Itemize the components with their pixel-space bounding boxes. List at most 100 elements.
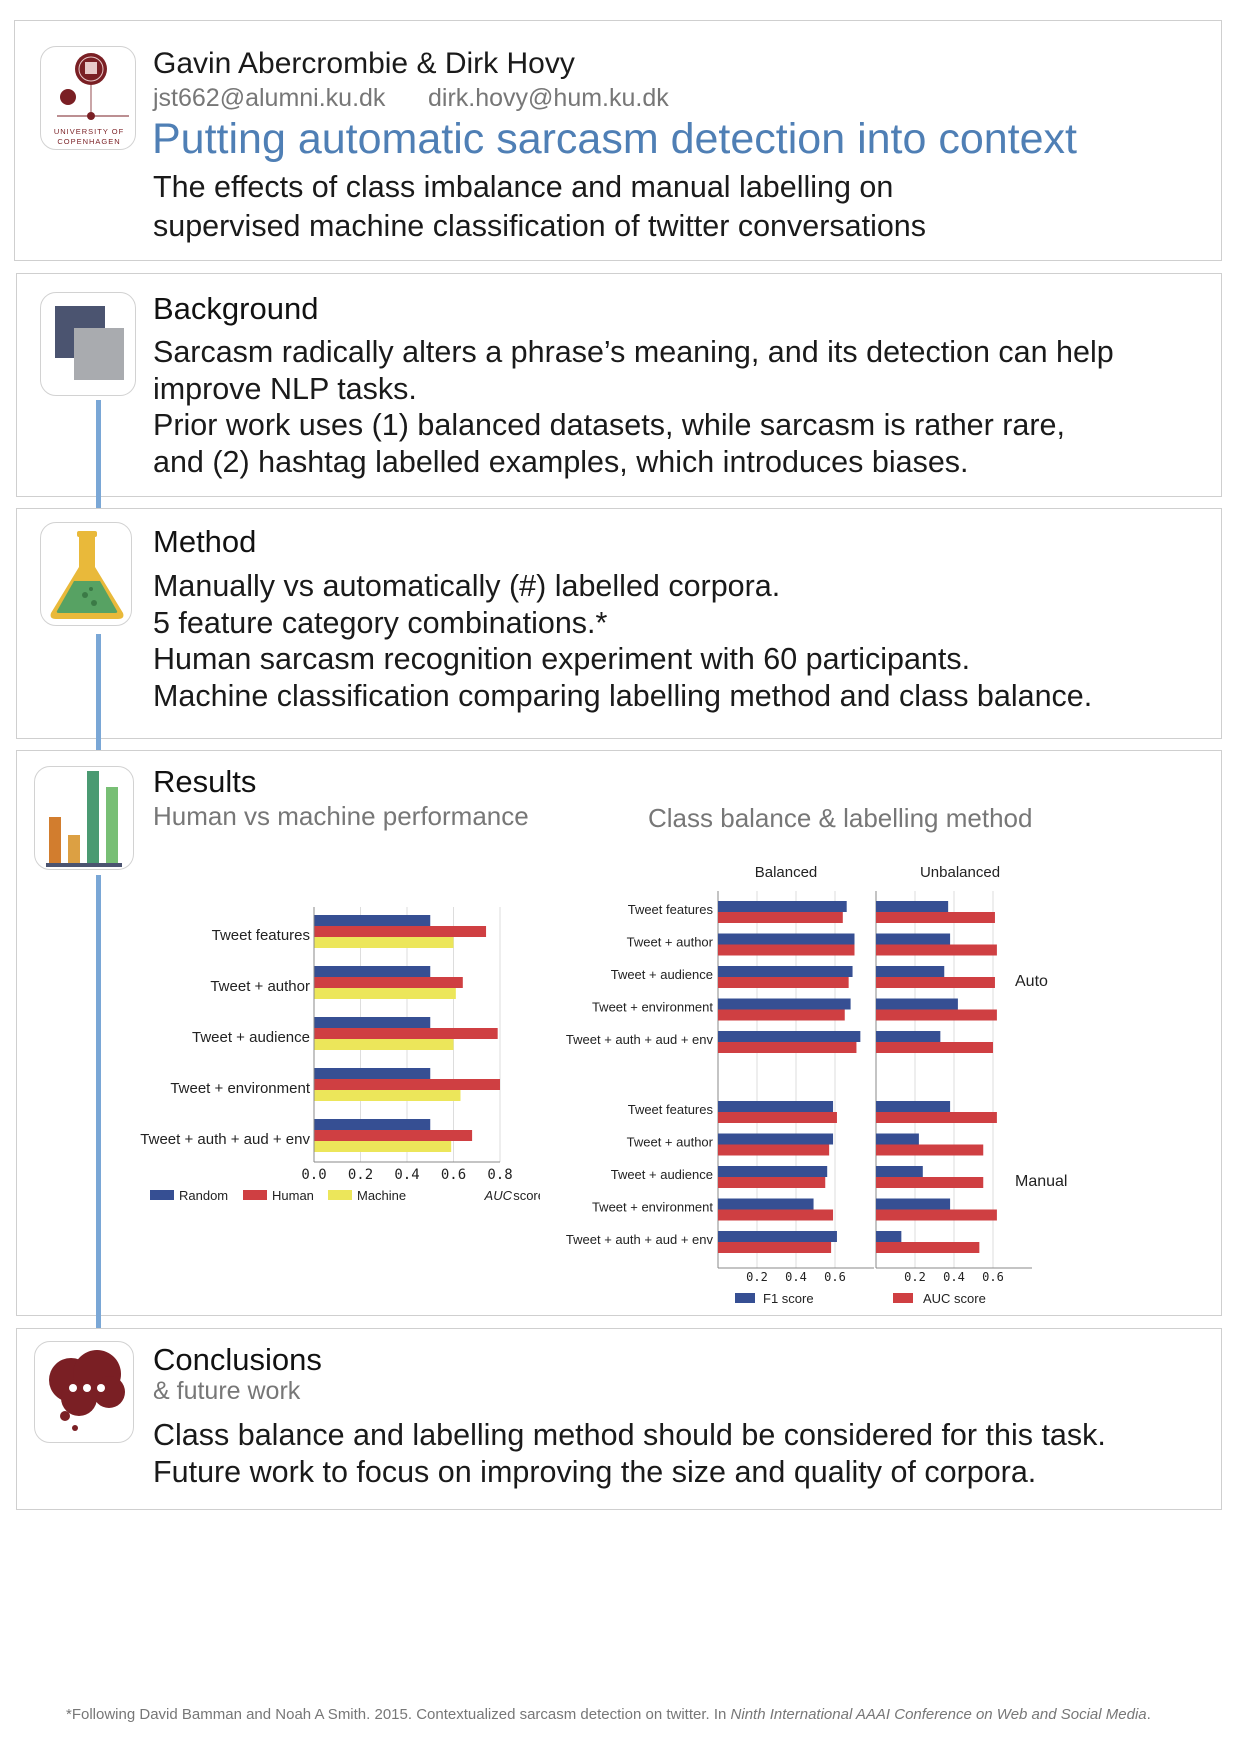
method-icon-box <box>40 522 132 626</box>
category-label: Tweet + environment <box>592 1200 713 1215</box>
bar-f1-score <box>876 1198 951 1210</box>
legend-swatch <box>893 1293 913 1303</box>
timeline-connector <box>96 400 101 518</box>
legend-label: AUC score <box>923 1291 986 1306</box>
group-label: Auto <box>1015 973 1048 990</box>
logo-text-line1: UNIVERSITY OF <box>54 127 124 136</box>
bar-auc-score <box>718 912 843 923</box>
bar-f1-score <box>718 966 853 977</box>
results-subtitle-left: Human vs machine performance <box>153 801 529 831</box>
category-label: Tweet + auth + aud + env <box>566 1032 714 1047</box>
timeline-connector <box>96 634 101 762</box>
human-vs-machine-chart: Tweet features Tweet + author Tweet + audi… <box>140 907 540 1203</box>
timeline-connector <box>96 875 101 1335</box>
bar-machine <box>314 937 454 948</box>
bar-auc-score <box>718 1112 837 1123</box>
conclusions-panel <box>16 1328 1222 1510</box>
text-line: improve NLP tasks. <box>153 371 417 406</box>
bar-f1-score <box>876 1231 902 1242</box>
column-header: Balanced <box>755 864 818 881</box>
header-panel <box>14 20 1222 261</box>
x-tick-label: 0.2 <box>746 1270 768 1284</box>
footnote-text: *Following David Bamman and Noah A Smith… <box>66 1706 731 1723</box>
bar-f1-score <box>718 1231 837 1242</box>
bar-human <box>314 1130 473 1141</box>
bar-auc-score <box>718 1209 834 1221</box>
bar-f1-score <box>876 1133 919 1145</box>
bar-auc-score <box>876 912 995 923</box>
bar-f1-score <box>718 1198 814 1210</box>
author-1: Gavin Abercrombie <box>153 47 409 80</box>
legend-swatch <box>243 1190 267 1200</box>
method-panel <box>16 508 1222 739</box>
bar-human <box>314 1079 500 1090</box>
text-line: Human sarcasm recognition experiment wit… <box>153 642 971 676</box>
x-tick-label: 0.6 <box>982 1270 1004 1284</box>
results-panel <box>16 750 1222 1316</box>
footnote-venue: Ninth International AAAI Conference on W… <box>730 1706 1147 1723</box>
text-line: Future work to focus on improving the si… <box>153 1454 1037 1489</box>
bar-f1-score <box>718 901 847 912</box>
x-tick-label: 0.8 <box>487 1167 512 1183</box>
text-line: Prior work uses (1) balanced datasets, w… <box>153 408 1065 442</box>
bar-auc-score <box>876 977 995 988</box>
bar-random <box>314 1017 431 1028</box>
x-tick-label: 0.0 <box>301 1167 326 1183</box>
text-line: 5 feature category combinations.* <box>153 605 608 640</box>
bar-machine <box>314 1090 461 1101</box>
subtitle-line: supervised machine classification of twi… <box>153 209 927 243</box>
results-title: Results <box>153 764 257 799</box>
bar-f1-score <box>718 1133 834 1145</box>
class-balance-chart: Balanced 0.2 0.4 0.6 Unbalanced 0.2 0.4 0.6 Twee… <box>566 864 1068 1306</box>
text-line: Machine classification comparing labelli… <box>153 678 1093 713</box>
legend-label: Human <box>272 1188 314 1203</box>
footnote-end: . <box>1146 1706 1151 1723</box>
legend-label: Machine <box>357 1188 406 1203</box>
conclusions-icon-box <box>34 1341 134 1443</box>
x-axis-label-suffix: score <box>513 1188 540 1203</box>
bar-auc-score <box>718 1009 845 1021</box>
x-tick-label: 0.2 <box>904 1270 926 1284</box>
thought-bubble-icon <box>49 1350 125 1431</box>
bar-auc-score <box>718 1042 857 1053</box>
x-tick-label: 0.4 <box>943 1270 965 1284</box>
bar-f1-score <box>718 1031 861 1042</box>
bar-machine <box>314 988 456 999</box>
text-line: Class balance and labelling method shoul… <box>153 1418 1106 1452</box>
conclusions-text: Class balance and labelling method shoul… <box>153 1415 1106 1492</box>
bar-f1-score <box>718 1166 828 1177</box>
bar-auc-score <box>876 1042 993 1053</box>
column-header: Unbalanced <box>920 864 1000 881</box>
bar-f1-score <box>876 998 958 1010</box>
bar-auc-score <box>718 1177 826 1188</box>
author-2: Dirk Hovy <box>444 47 575 80</box>
legend-label: Random <box>179 1188 228 1203</box>
university-logo: UNIVERSITY OF COPENHAGEN <box>40 46 136 150</box>
bar-f1-score <box>718 1101 834 1112</box>
bar-auc-score <box>718 944 855 956</box>
category-label: Tweet features <box>628 902 714 917</box>
bar-auc-score <box>876 1009 997 1021</box>
bar-random <box>314 915 431 926</box>
category-label: Tweet + audience <box>611 967 713 982</box>
bar-human <box>314 977 463 988</box>
bar-auc-score <box>876 1144 984 1156</box>
group-label: Manual <box>1015 1173 1067 1190</box>
bar-auc-score <box>876 1242 980 1253</box>
category-label: Tweet + author <box>627 1135 714 1150</box>
overlapping-squares-icon <box>55 306 124 380</box>
category-label: Tweet + auth + aud + env <box>566 1232 714 1247</box>
bar-f1-score <box>718 998 851 1010</box>
bar-machine <box>314 1039 454 1050</box>
method-title: Method <box>153 524 257 559</box>
bar-auc-score <box>876 1112 997 1123</box>
method-text: Manually vs automatically (#) labelled c… <box>153 566 1092 716</box>
bar-random <box>314 1119 431 1130</box>
bar-auc-score <box>876 944 997 956</box>
poster-subtitle: The effects of class imbalance and manua… <box>153 168 926 246</box>
subtitle-line: The effects of class imbalance and manua… <box>153 170 894 204</box>
authors: Gavin Abercrombie & Dirk Hovy <box>153 47 575 81</box>
author-ampersand: & <box>416 47 437 80</box>
text-line: Manually vs automatically (#) labelled c… <box>153 569 781 603</box>
text-line: Sarcasm radically alters a phrase’s mean… <box>153 335 1114 369</box>
